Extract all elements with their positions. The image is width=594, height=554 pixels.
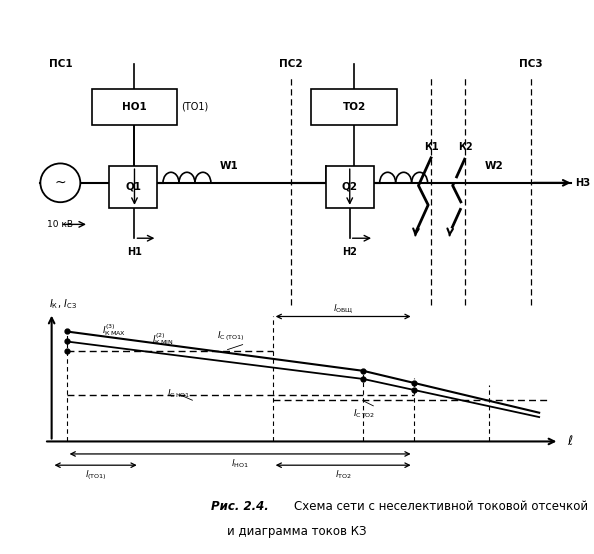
Text: $I_{\rm С\,НО1}$: $I_{\rm С\,НО1}$ — [168, 388, 191, 400]
Text: $l_{\rm (ТО1)}$: $l_{\rm (ТО1)}$ — [85, 468, 106, 482]
Text: Рис. 2.4.: Рис. 2.4. — [211, 500, 268, 513]
Text: ~: ~ — [55, 176, 66, 190]
Text: $I_{\rm С\,(ТО1)}$: $I_{\rm С\,(ТО1)}$ — [217, 330, 245, 343]
Bar — [326, 166, 374, 208]
Text: ТО2: ТО2 — [342, 101, 366, 112]
Text: ПС3: ПС3 — [519, 59, 542, 69]
Text: $\ell$: $\ell$ — [567, 434, 573, 448]
Text: Схема сети с неселективной токовой отсечкой: Схема сети с неселективной токовой отсеч… — [294, 500, 588, 513]
Bar — [91, 89, 177, 125]
Bar — [311, 89, 397, 125]
Text: $I^{(2)}_{\rm К\,МIN}$: $I^{(2)}_{\rm К\,МIN}$ — [152, 331, 173, 347]
Text: $l_{\rm НО1}$: $l_{\rm НО1}$ — [231, 457, 249, 470]
Text: Q1: Q1 — [125, 182, 141, 192]
Text: 10 кВ: 10 кВ — [48, 220, 73, 229]
Text: $I_{\rm К},\,I_{\rm СЗ}$: $I_{\rm К},\,I_{\rm СЗ}$ — [49, 297, 77, 311]
Text: $I_{\rm С\,ТО2}$: $I_{\rm С\,ТО2}$ — [353, 407, 375, 419]
Text: $I^{(3)}_{\rm К\,МАX}$: $I^{(3)}_{\rm К\,МАX}$ — [102, 323, 126, 338]
Text: ПС1: ПС1 — [49, 59, 72, 69]
Text: К2: К2 — [458, 142, 473, 152]
Text: W2: W2 — [484, 161, 503, 171]
Text: (ТО1): (ТО1) — [181, 101, 208, 112]
Text: Н2: Н2 — [342, 247, 357, 257]
Text: $l_{\rm ТО2}$: $l_{\rm ТО2}$ — [335, 468, 352, 481]
Text: ПС2: ПС2 — [280, 59, 303, 69]
Circle shape — [40, 163, 80, 202]
Text: Н1: Н1 — [127, 247, 142, 257]
Text: W1: W1 — [219, 161, 238, 171]
Text: НЗ: НЗ — [575, 178, 590, 188]
Text: и диаграмма токов КЗ: и диаграмма токов КЗ — [228, 525, 366, 538]
Text: НО1: НО1 — [122, 101, 147, 112]
Text: $l_{\rm ОБЩ}$: $l_{\rm ОБЩ}$ — [333, 302, 353, 315]
Text: К1: К1 — [424, 142, 438, 152]
Text: Q2: Q2 — [342, 182, 358, 192]
Bar — [109, 166, 157, 208]
